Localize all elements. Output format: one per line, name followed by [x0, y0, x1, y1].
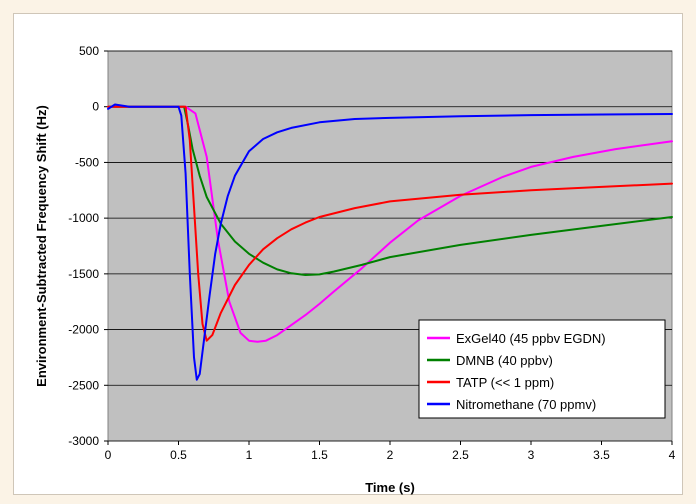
x-tick-label: 2	[387, 448, 394, 462]
series-line-2	[107, 105, 673, 276]
y-tick-label: -3000	[68, 434, 99, 448]
gridlines	[108, 50, 672, 442]
legend-label: Nitromethane (70 ppmv)	[456, 397, 596, 412]
series-line-4	[107, 103, 673, 381]
y-tick-label: -2500	[68, 378, 99, 392]
x-tick-label: 1.5	[311, 448, 328, 462]
x-axis-title: Time (s)	[365, 480, 415, 495]
y-axis-title: Environment-Subtracted Frequency Shift (…	[34, 105, 49, 387]
x-tick-label: 3.5	[593, 448, 610, 462]
y-tick-label: -1500	[68, 267, 99, 281]
x-tick-label: 0.5	[170, 448, 187, 462]
y-tick-label: 500	[79, 44, 99, 58]
legend-label: DMNB (40 ppbv)	[456, 353, 553, 368]
y-tick-label: -2000	[68, 323, 99, 337]
series-line-1	[107, 105, 673, 343]
y-tick-label: 0	[92, 100, 99, 114]
legend-label: TATP (<< 1 ppm)	[456, 375, 554, 390]
x-tick-label: 0	[105, 448, 112, 462]
legend: ExGel40 (45 ppbv EGDN) DMNB (40 ppbv) TATP…	[418, 319, 666, 419]
series-line-3	[107, 105, 673, 342]
y-tick-label: -500	[75, 155, 99, 169]
y-axis-ticks: 500 0 -500 -1000 -1500 -2000 -2500 -3000	[68, 44, 108, 448]
x-tick-label: 1	[246, 448, 253, 462]
series-lines	[107, 103, 673, 381]
y-tick-label: -1000	[68, 211, 99, 225]
x-tick-label: 3	[528, 448, 535, 462]
x-tick-label: 2.5	[452, 448, 469, 462]
legend-box	[418, 319, 666, 419]
legend-label: ExGel40 (45 ppbv EGDN)	[456, 331, 606, 346]
x-axis-ticks: 0 0.5 1 1.5 2 2.5 3 3.5 4	[105, 441, 676, 462]
x-tick-label: 4	[669, 448, 676, 462]
